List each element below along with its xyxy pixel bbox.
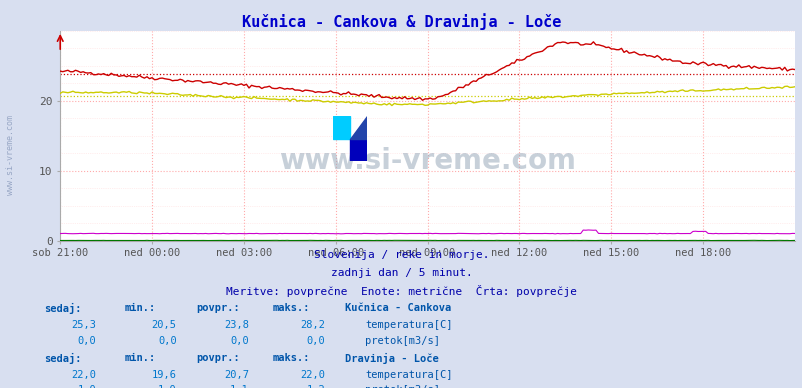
Text: Kučnica - Cankova & Dravinja - Loče: Kučnica - Cankova & Dravinja - Loče bbox=[241, 14, 561, 30]
Text: 20,7: 20,7 bbox=[224, 370, 249, 380]
Text: 0,0: 0,0 bbox=[158, 336, 176, 346]
Text: zadnji dan / 5 minut.: zadnji dan / 5 minut. bbox=[330, 268, 472, 278]
Text: pretok[m3/s]: pretok[m3/s] bbox=[365, 336, 439, 346]
Text: sedaj:: sedaj: bbox=[44, 353, 82, 364]
Text: Dravinja - Loče: Dravinja - Loče bbox=[345, 353, 439, 364]
Text: Kučnica - Cankova: Kučnica - Cankova bbox=[345, 303, 451, 313]
Text: 1,0: 1,0 bbox=[78, 385, 96, 388]
Text: 0,0: 0,0 bbox=[306, 336, 325, 346]
Text: min.:: min.: bbox=[124, 353, 156, 363]
Text: 1,2: 1,2 bbox=[306, 385, 325, 388]
Polygon shape bbox=[350, 139, 367, 161]
Text: maks.:: maks.: bbox=[273, 303, 310, 313]
Text: 0,0: 0,0 bbox=[78, 336, 96, 346]
Polygon shape bbox=[350, 116, 367, 139]
Text: temperatura[C]: temperatura[C] bbox=[365, 320, 452, 330]
Text: 22,0: 22,0 bbox=[71, 370, 96, 380]
Text: 28,2: 28,2 bbox=[300, 320, 325, 330]
Text: 1,0: 1,0 bbox=[158, 385, 176, 388]
Text: min.:: min.: bbox=[124, 303, 156, 313]
Text: sedaj:: sedaj: bbox=[44, 303, 82, 314]
Text: 20,5: 20,5 bbox=[152, 320, 176, 330]
Text: www.si-vreme.com: www.si-vreme.com bbox=[6, 115, 15, 195]
Text: www.si-vreme.com: www.si-vreme.com bbox=[279, 147, 575, 175]
Text: 25,3: 25,3 bbox=[71, 320, 96, 330]
Polygon shape bbox=[333, 116, 350, 139]
Text: povpr.:: povpr.: bbox=[196, 303, 240, 313]
Text: temperatura[C]: temperatura[C] bbox=[365, 370, 452, 380]
Text: Meritve: povprečne  Enote: metrične  Črta: povprečje: Meritve: povprečne Enote: metrične Črta:… bbox=[225, 285, 577, 297]
Text: 19,6: 19,6 bbox=[152, 370, 176, 380]
Text: 23,8: 23,8 bbox=[224, 320, 249, 330]
Text: maks.:: maks.: bbox=[273, 353, 310, 363]
Text: 0,0: 0,0 bbox=[230, 336, 249, 346]
Text: pretok[m3/s]: pretok[m3/s] bbox=[365, 385, 439, 388]
Text: 22,0: 22,0 bbox=[300, 370, 325, 380]
Text: Slovenija / reke in morje.: Slovenija / reke in morje. bbox=[314, 250, 488, 260]
Text: povpr.:: povpr.: bbox=[196, 353, 240, 363]
Text: 1,1: 1,1 bbox=[230, 385, 249, 388]
